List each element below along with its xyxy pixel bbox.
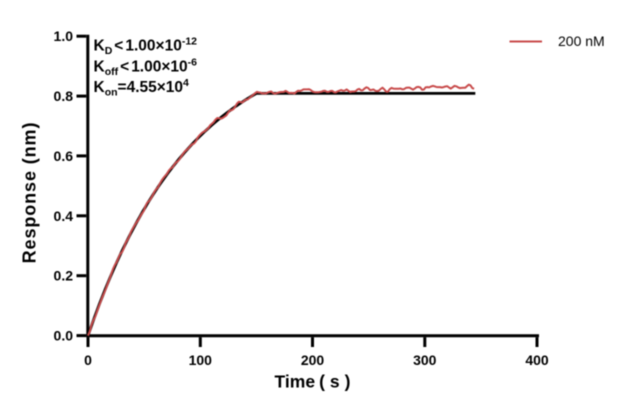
svg-text:0.6: 0.6 [54,148,74,164]
svg-text:Kon=4.55×104: Kon=4.55×104 [94,77,190,99]
svg-text:300: 300 [413,352,437,368]
svg-text:400: 400 [525,352,549,368]
svg-text:Koff<1.00×10-6: Koff <1.00×10-6 [94,57,198,79]
svg-text:0.8: 0.8 [54,88,74,104]
svg-text:0: 0 [84,352,92,368]
svg-text:0.4: 0.4 [54,208,74,224]
svg-text:100: 100 [189,352,213,368]
svg-text:200: 200 [301,352,325,368]
svg-text:1.0: 1.0 [54,28,74,44]
svg-text:200 nM: 200 nM [558,33,605,49]
svg-text:Response (nm): Response (nm) [20,122,40,264]
svg-text:Time(s): Time(s) [275,372,351,392]
svg-text:0.0: 0.0 [54,328,74,344]
svg-text:0.2: 0.2 [54,268,74,284]
svg-text:KD<1.00×10-12: KD <1.00×10-12 [94,36,198,58]
